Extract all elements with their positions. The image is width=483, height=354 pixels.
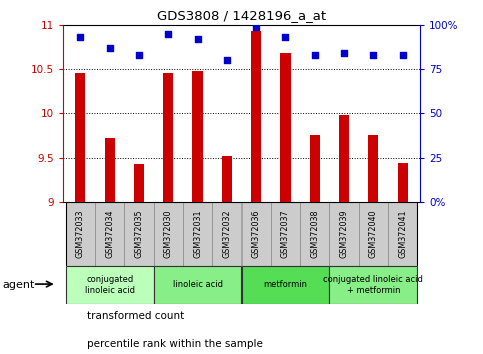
Bar [271,202,300,266]
Text: linoleic acid: linoleic acid [172,280,223,290]
Text: conjugated linoleic acid
+ metformin: conjugated linoleic acid + metformin [324,275,423,295]
Bar [104,138,115,202]
Bar [329,202,359,266]
Text: conjugated
linoleic acid: conjugated linoleic acid [85,275,135,295]
Bar [329,266,417,304]
Bar [280,53,291,202]
Point [252,24,260,29]
Point [399,52,407,58]
Text: metformin: metformin [263,280,308,290]
Bar [251,31,261,202]
Bar [368,135,379,202]
Bar [154,202,183,266]
Point [194,36,201,42]
Text: GSM372035: GSM372035 [134,209,143,258]
Point [223,57,231,63]
Point [164,31,172,36]
Point [340,50,348,56]
Bar [66,202,95,266]
Bar [66,266,154,304]
Text: GSM372038: GSM372038 [310,209,319,258]
Bar [359,202,388,266]
Bar [192,71,203,202]
Text: GSM372039: GSM372039 [340,209,349,258]
Bar [300,202,329,266]
Bar [398,163,408,202]
Point [76,34,84,40]
Text: transformed count: transformed count [87,311,184,321]
Bar [388,202,417,266]
Bar [242,202,271,266]
Text: agent: agent [2,280,35,290]
Title: GDS3808 / 1428196_a_at: GDS3808 / 1428196_a_at [157,9,326,22]
Text: GSM372034: GSM372034 [105,209,114,258]
Text: GSM372036: GSM372036 [252,209,261,258]
Point [369,52,377,58]
Text: GSM372032: GSM372032 [222,209,231,258]
Bar [124,202,154,266]
Bar [163,73,173,202]
Bar [75,74,85,202]
Text: GSM372037: GSM372037 [281,209,290,258]
Point [282,34,289,40]
Text: GSM372030: GSM372030 [164,209,173,258]
Bar [95,202,124,266]
Bar [310,135,320,202]
Point [106,45,114,51]
Bar [242,266,329,304]
Text: percentile rank within the sample: percentile rank within the sample [87,339,263,349]
Text: GSM372040: GSM372040 [369,209,378,258]
Text: GSM372031: GSM372031 [193,209,202,258]
Bar [222,156,232,202]
Bar [154,266,242,304]
Text: GSM372041: GSM372041 [398,209,407,258]
Bar [339,115,349,202]
Point [135,52,143,58]
Text: GSM372033: GSM372033 [76,209,85,258]
Bar [183,202,212,266]
Bar [212,202,242,266]
Bar [134,164,144,202]
Point [311,52,319,58]
